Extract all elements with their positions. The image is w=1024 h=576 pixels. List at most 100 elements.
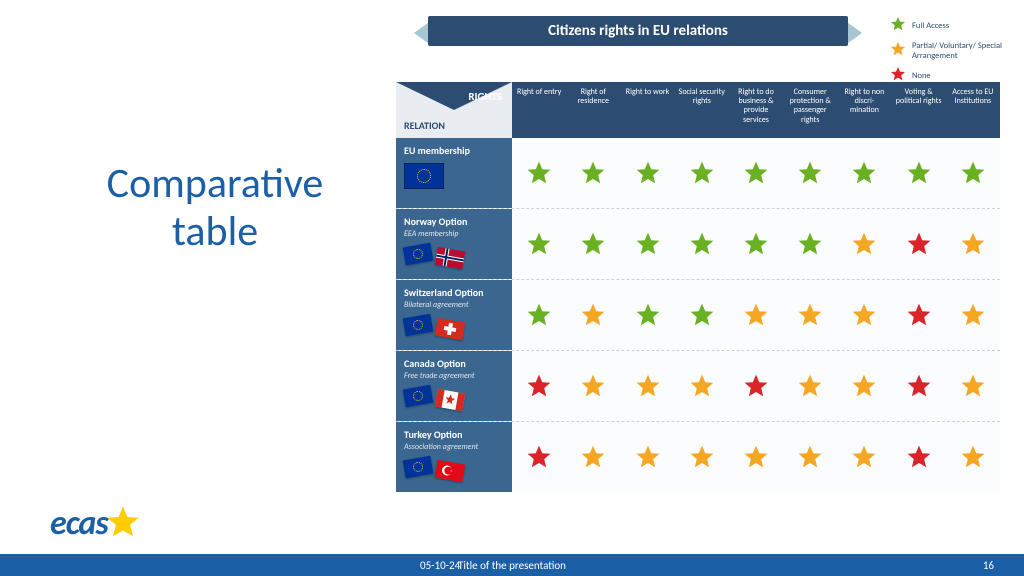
cell-star-full <box>512 138 566 208</box>
footer-bar: 05-10-24 Title of the presentation 16 <box>0 554 1024 576</box>
cell-star-partial <box>566 351 620 421</box>
footer-title: Title of the presentation <box>458 559 566 572</box>
cell-star-partial <box>946 422 1000 492</box>
row-name: EU membership <box>404 144 504 157</box>
row-name: Switzerland Option <box>404 286 504 299</box>
cell-star-none <box>892 422 946 492</box>
row-cells <box>512 209 1000 279</box>
cell-star-full <box>892 138 946 208</box>
row-label: Switzerland OptionBilateral agreement <box>396 280 512 350</box>
legend: Full Access Partial/ Voluntary/ Special A… <box>890 16 1010 91</box>
row-subtitle: Bilateral agreement <box>404 300 504 310</box>
eu-flag-icon <box>403 243 434 266</box>
ecas-logo: ecas <box>50 503 140 544</box>
row-subtitle: Free trade agreement <box>404 371 504 381</box>
cell-star-partial <box>837 209 891 279</box>
cell-star-partial <box>675 422 729 492</box>
cell-star-full <box>675 280 729 350</box>
legend-star-icon <box>890 41 906 62</box>
footer-date: 05-10-24 <box>420 559 460 572</box>
row-name: Norway Option <box>404 215 504 228</box>
cell-star-full <box>729 138 783 208</box>
banner-ribbon: Citizens rights in EU relations <box>428 16 848 50</box>
norway-flag-icon <box>435 247 466 270</box>
handshake-icon <box>404 316 464 340</box>
corner-label-rights: RIGHTS <box>468 90 502 103</box>
table-body: EU membership Norway OptionEEA membership… <box>396 138 1000 492</box>
switzerland-flag-icon <box>435 318 466 341</box>
eu-flag-icon <box>403 456 434 479</box>
cell-star-partial <box>566 422 620 492</box>
row-cells <box>512 280 1000 350</box>
cell-star-none <box>512 351 566 421</box>
handshake-icon <box>404 458 464 482</box>
logo-text: ecas <box>50 503 108 544</box>
cell-star-none <box>892 280 946 350</box>
cell-star-partial <box>566 280 620 350</box>
column-headers: Right of entryRight of residenceRight to… <box>512 82 1000 138</box>
cell-star-partial <box>620 351 674 421</box>
cell-star-none <box>892 209 946 279</box>
cell-star-full <box>620 280 674 350</box>
cell-star-full <box>512 209 566 279</box>
cell-star-partial <box>729 280 783 350</box>
handshake-icon <box>404 387 464 411</box>
table-row-norway: Norway OptionEEA membership <box>396 208 1000 279</box>
row-label: Canada OptionFree trade agreement <box>396 351 512 421</box>
row-name: Turkey Option <box>404 428 504 441</box>
cell-star-partial <box>837 351 891 421</box>
column-header: Social security rights <box>675 82 729 138</box>
table-row-switzerland: Switzerland OptionBilateral agreement <box>396 279 1000 350</box>
column-header: Right to work <box>620 82 674 138</box>
canada-flag-icon <box>435 389 466 412</box>
cell-star-none <box>512 422 566 492</box>
column-header: Right of entry <box>512 82 566 138</box>
logo-star-icon <box>106 505 140 544</box>
slide: Comparative table Citizens rights in EU … <box>0 0 1024 576</box>
cell-star-full <box>783 209 837 279</box>
cell-star-full <box>675 209 729 279</box>
row-cells <box>512 138 1000 208</box>
table-row-turkey: Turkey OptionAssociation agreement <box>396 421 1000 492</box>
cell-star-full <box>729 209 783 279</box>
row-label: EU membership <box>396 138 512 208</box>
turkey-flag-icon <box>435 460 466 483</box>
eu-flag-icon <box>404 163 444 189</box>
cell-star-partial <box>675 351 729 421</box>
column-header: Right of residence <box>566 82 620 138</box>
cell-star-partial <box>729 422 783 492</box>
cell-star-full <box>566 209 620 279</box>
cell-star-partial <box>783 422 837 492</box>
cell-star-none <box>729 351 783 421</box>
legend-label: None <box>912 72 931 81</box>
cell-star-full <box>783 138 837 208</box>
legend-star-icon <box>890 16 906 37</box>
legend-item: Full Access <box>890 16 1010 37</box>
row-cells <box>512 351 1000 421</box>
cell-star-full <box>512 280 566 350</box>
eu-flag-icon <box>403 314 434 337</box>
cell-star-partial <box>620 422 674 492</box>
column-header: Right to do business & provide services <box>729 82 783 138</box>
cell-star-full <box>620 138 674 208</box>
column-header: Consumer protection & passenger rights <box>783 82 837 138</box>
table-row-eu: EU membership <box>396 138 1000 208</box>
cell-star-full <box>946 138 1000 208</box>
row-label: Norway OptionEEA membership <box>396 209 512 279</box>
header-corner: RIGHTS RELATION <box>396 82 512 138</box>
row-label: Turkey OptionAssociation agreement <box>396 422 512 492</box>
comparison-table: RIGHTS RELATION Right of entryRight of r… <box>396 82 1000 492</box>
row-subtitle: EEA membership <box>404 229 504 239</box>
legend-item: Partial/ Voluntary/ Special Arrangement <box>890 41 1010 62</box>
cell-star-partial <box>837 422 891 492</box>
ribbon-label: Citizens rights in EU relations <box>428 16 848 46</box>
cell-star-partial <box>946 209 1000 279</box>
legend-label: Full Access <box>912 22 949 31</box>
row-subtitle: Association agreement <box>404 442 504 452</box>
corner-label-relation: RELATION <box>404 119 445 132</box>
cell-star-none <box>892 351 946 421</box>
legend-label: Partial/ Voluntary/ Special Arrangement <box>912 42 1010 61</box>
eu-flag-icon <box>403 385 434 408</box>
cell-star-partial <box>783 280 837 350</box>
cell-star-partial <box>946 351 1000 421</box>
